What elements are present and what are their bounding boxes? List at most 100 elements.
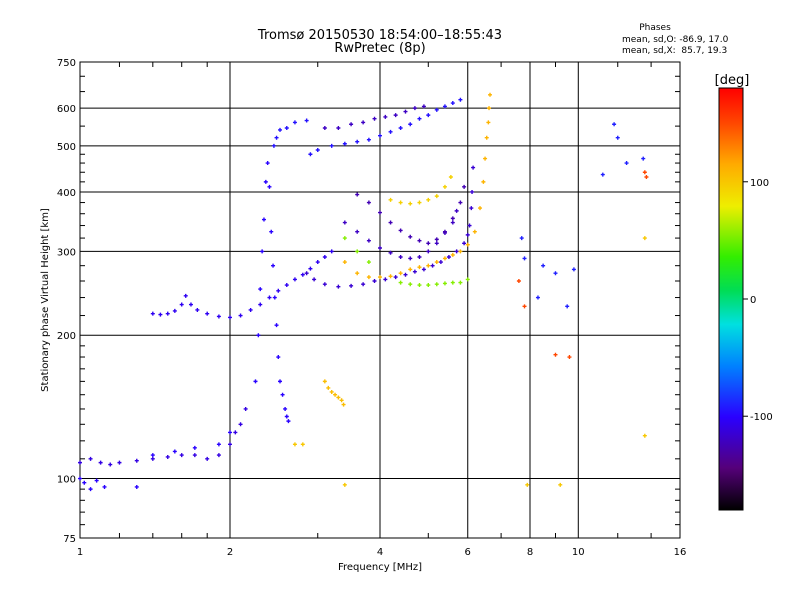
- data-point: [393, 275, 398, 280]
- data-point: [383, 277, 388, 282]
- data-point: [308, 152, 313, 157]
- data-point: [150, 453, 155, 458]
- chart-title: Tromsø 20150530 18:54:00–18:55:43: [257, 28, 502, 43]
- data-point: [82, 480, 87, 485]
- data-point: [467, 223, 472, 228]
- x-tick-label: 6: [465, 547, 471, 558]
- data-point: [408, 256, 413, 261]
- data-point: [471, 165, 476, 170]
- data-point: [284, 414, 289, 419]
- data-point: [265, 161, 270, 166]
- y-tick-label: 200: [57, 331, 76, 342]
- data-point: [567, 355, 572, 360]
- data-point: [398, 280, 403, 285]
- data-point: [108, 462, 113, 467]
- data-point: [465, 277, 470, 282]
- data-point: [216, 314, 221, 319]
- data-point: [522, 304, 527, 309]
- data-point: [267, 184, 272, 189]
- data-point: [472, 229, 477, 234]
- data-point: [541, 263, 546, 268]
- data-point: [486, 120, 491, 125]
- data-point: [355, 249, 360, 254]
- data-point: [150, 456, 155, 461]
- data-point: [398, 255, 403, 260]
- data-point: [195, 307, 200, 312]
- data-point: [571, 267, 576, 272]
- data-point: [172, 449, 177, 454]
- data-point: [271, 143, 276, 148]
- data-point: [269, 229, 274, 234]
- data-point: [315, 260, 320, 265]
- data-point: [641, 156, 646, 161]
- y-tick-label: 400: [57, 188, 76, 199]
- data-point: [522, 256, 527, 261]
- data-point: [408, 267, 413, 272]
- data-point: [450, 220, 455, 225]
- data-point: [442, 229, 447, 234]
- data-point: [349, 283, 354, 288]
- data-point: [78, 476, 82, 481]
- data-point: [644, 174, 649, 179]
- data-point: [434, 107, 439, 112]
- data-point: [329, 143, 334, 148]
- data-point: [248, 307, 253, 312]
- data-point: [322, 255, 327, 260]
- data-point: [292, 120, 297, 125]
- data-point: [292, 442, 297, 447]
- data-point: [336, 284, 341, 289]
- stats-heading: Phases: [639, 23, 671, 33]
- data-point: [450, 252, 455, 257]
- data-point: [284, 126, 289, 131]
- data-point: [417, 265, 422, 270]
- data-point: [336, 126, 341, 131]
- y-tick-label: 750: [57, 58, 76, 69]
- data-point: [366, 137, 371, 142]
- data-point: [300, 442, 305, 447]
- data-point: [258, 302, 263, 307]
- data-point: [361, 282, 366, 287]
- colorbar-tick-label: 100: [750, 178, 769, 189]
- data-point: [421, 104, 426, 109]
- data-point: [450, 280, 455, 285]
- data-point: [458, 280, 463, 285]
- data-point: [442, 184, 447, 189]
- data-point: [448, 174, 453, 179]
- data-point: [417, 238, 422, 243]
- data-point: [465, 242, 470, 247]
- data-point: [434, 282, 439, 287]
- data-point: [205, 311, 210, 316]
- data-point: [361, 120, 366, 125]
- data-point: [333, 392, 338, 397]
- data-point: [426, 113, 431, 118]
- colorbar-ticks: 100 0 -100: [743, 178, 773, 423]
- chart-subtitle: RwPretec (8p): [334, 41, 425, 56]
- y-axis-label: Stationary phase Virtual Height [km]: [40, 208, 51, 392]
- data-point: [150, 311, 155, 316]
- data-point: [355, 192, 360, 197]
- data-point: [312, 277, 317, 282]
- data-point: [600, 172, 605, 177]
- data-point: [326, 385, 331, 390]
- data-point: [434, 194, 439, 199]
- data-point: [329, 249, 334, 254]
- data-point: [442, 281, 447, 286]
- data-point: [308, 266, 313, 271]
- data-point: [165, 311, 170, 316]
- data-point: [78, 460, 82, 465]
- data-point: [430, 263, 435, 268]
- data-point: [458, 249, 463, 254]
- y-tick-label: 75: [63, 534, 76, 545]
- x-tick-label: 16: [674, 547, 687, 558]
- data-point: [280, 392, 285, 397]
- data-point: [516, 279, 521, 284]
- data-point: [642, 433, 647, 438]
- data-point: [565, 304, 570, 309]
- data-point: [408, 234, 413, 239]
- data-point: [426, 283, 431, 288]
- data-point: [286, 419, 291, 424]
- data-point: [260, 249, 265, 254]
- data-point: [412, 269, 417, 274]
- data-point: [253, 379, 258, 384]
